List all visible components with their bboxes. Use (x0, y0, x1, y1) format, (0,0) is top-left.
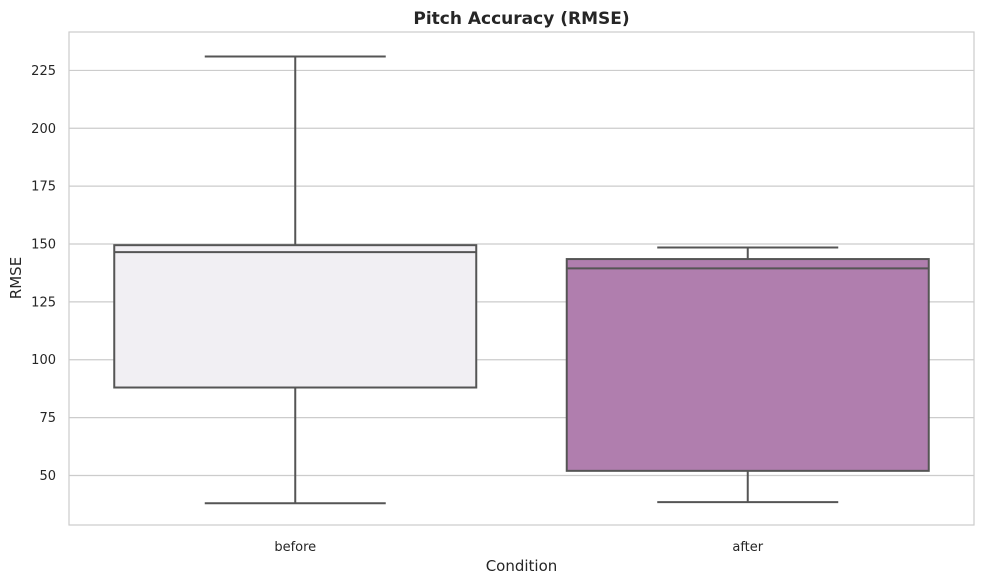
y-tick-label: 75 (39, 411, 56, 426)
y-tick-label: 175 (31, 180, 56, 195)
x-axis-label: Condition (486, 557, 558, 575)
box-after (565, 246, 930, 504)
y-tick-label: 150 (31, 238, 56, 253)
box-body (113, 244, 478, 389)
x-tick-labels: before after (274, 540, 763, 555)
y-tick-label: 100 (31, 353, 56, 368)
y-tick-label: 200 (31, 122, 56, 137)
box-body (565, 258, 930, 472)
x-tick-label: before (274, 540, 316, 555)
boxes (113, 55, 930, 505)
y-axis-label: RMSE (7, 257, 25, 299)
plot-frame (68, 31, 975, 526)
y-tick-label: 125 (31, 295, 56, 310)
y-tick-labels: 50 75 100 125 150 175 200 225 (31, 64, 56, 484)
x-tick-label: after (732, 540, 763, 555)
chart-title: Pitch Accuracy (RMSE) (413, 9, 629, 29)
y-tick-label: 50 (39, 469, 56, 484)
y-tick-label: 225 (31, 64, 56, 79)
box-before (113, 55, 478, 505)
